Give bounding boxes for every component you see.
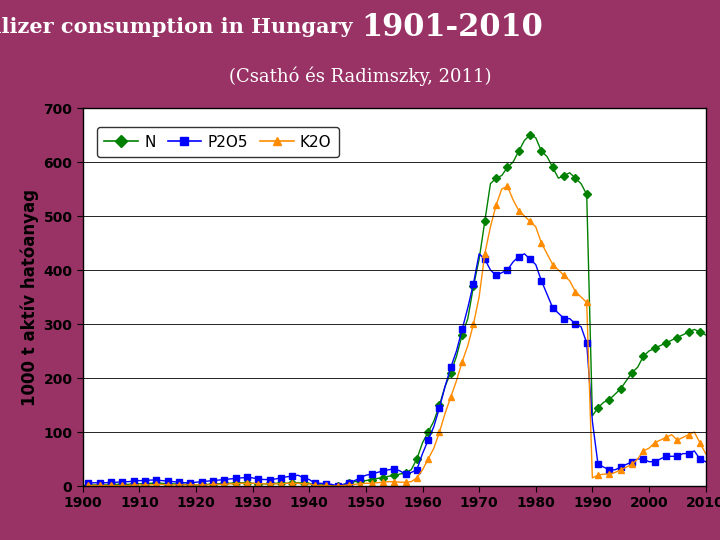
- K2O: [701, 450, 710, 457]
- K2O: [84, 482, 93, 489]
- P2O5: [265, 476, 274, 483]
- Line: P2O5: P2O5: [86, 251, 708, 489]
- K2O: [373, 480, 382, 486]
- P2O5: [84, 480, 93, 487]
- N: [701, 332, 710, 338]
- P2O5: [333, 483, 342, 489]
- N: [531, 134, 540, 141]
- Legend: N, P2O5, K2O: N, P2O5, K2O: [96, 127, 339, 157]
- N: [265, 480, 274, 487]
- N: [333, 483, 342, 489]
- K2O: [673, 437, 682, 443]
- K2O: [696, 440, 704, 446]
- P2O5: [373, 469, 382, 476]
- N: [373, 475, 382, 482]
- N: [673, 334, 682, 341]
- K2O: [390, 478, 398, 485]
- N: [84, 482, 93, 488]
- Text: Fertilizer consumption in Hungary: Fertilizer consumption in Hungary: [0, 17, 360, 37]
- P2O5: [531, 261, 540, 268]
- Line: K2O: K2O: [86, 184, 708, 489]
- Text: (Csathó és Radimszky, 2011): (Csathó és Radimszky, 2011): [229, 66, 491, 85]
- K2O: [265, 481, 274, 487]
- K2O: [503, 183, 512, 190]
- K2O: [531, 224, 540, 230]
- K2O: [328, 483, 336, 489]
- Y-axis label: 1000 t aktív hatóanyag: 1000 t aktív hatóanyag: [21, 188, 39, 406]
- P2O5: [696, 456, 704, 462]
- P2O5: [673, 453, 682, 460]
- P2O5: [390, 465, 398, 472]
- P2O5: [701, 458, 710, 465]
- P2O5: [474, 251, 483, 257]
- N: [390, 472, 398, 478]
- N: [696, 329, 704, 335]
- Text: 1901-2010: 1901-2010: [361, 12, 543, 43]
- N: [526, 132, 534, 138]
- Line: N: N: [86, 132, 708, 489]
